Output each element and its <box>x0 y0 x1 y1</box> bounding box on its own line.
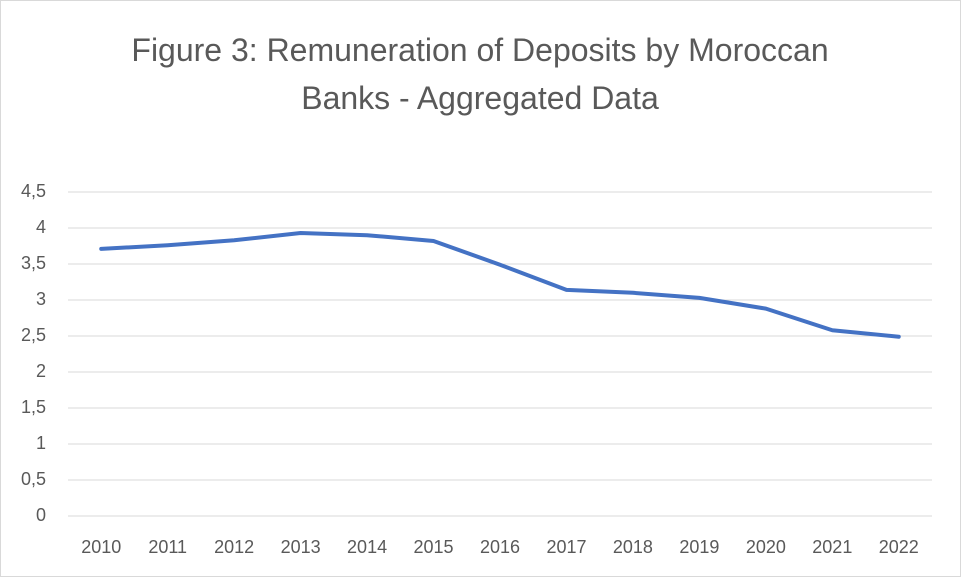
x-tick-label: 2019 <box>679 537 719 557</box>
y-tick-label: 1 <box>36 433 46 453</box>
x-tick-label: 2014 <box>347 537 387 557</box>
y-tick-label: 3,5 <box>21 253 46 273</box>
y-tick-label: 1,5 <box>21 397 46 417</box>
chart-title: Figure 3: Remuneration of Deposits by Mo… <box>131 32 829 116</box>
x-tick-label: 2015 <box>414 537 454 557</box>
y-tick-label: 4,5 <box>21 181 46 201</box>
y-tick-label: 3 <box>36 289 46 309</box>
x-tick-label: 2022 <box>879 537 919 557</box>
x-tick-label: 2020 <box>746 537 786 557</box>
x-tick-label: 2011 <box>148 537 187 557</box>
x-tick-label: 2021 <box>812 537 852 557</box>
y-tick-label: 0,5 <box>21 469 46 489</box>
y-tick-label: 2,5 <box>21 325 46 345</box>
x-tick-label: 2017 <box>546 537 586 557</box>
x-tick-label: 2012 <box>214 537 254 557</box>
y-tick-label: 4 <box>36 217 46 237</box>
y-tick-label: 2 <box>36 361 46 381</box>
y-tick-label: 0 <box>36 505 46 525</box>
x-tick-label: 2016 <box>480 537 520 557</box>
x-tick-label: 2018 <box>613 537 653 557</box>
x-tick-label: 2013 <box>281 537 321 557</box>
x-tick-label: 2010 <box>81 537 121 557</box>
data-line <box>99 231 901 339</box>
